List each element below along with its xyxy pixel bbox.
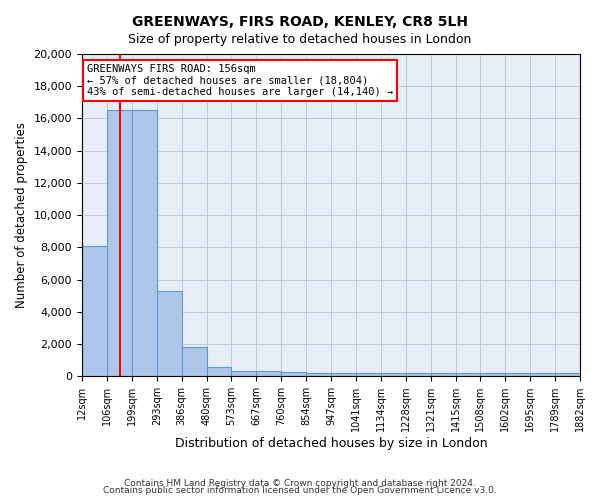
Bar <box>530 373 555 376</box>
Bar <box>481 373 505 376</box>
Text: GREENWAYS FIRS ROAD: 156sqm
← 57% of detached houses are smaller (18,804)
43% of: GREENWAYS FIRS ROAD: 156sqm ← 57% of det… <box>87 64 393 97</box>
Bar <box>132 110 157 376</box>
Text: Contains HM Land Registry data © Crown copyright and database right 2024.: Contains HM Land Registry data © Crown c… <box>124 478 476 488</box>
Bar <box>455 373 481 376</box>
Bar <box>555 373 580 376</box>
Text: Contains public sector information licensed under the Open Government Licence v3: Contains public sector information licen… <box>103 486 497 495</box>
Bar <box>256 372 281 376</box>
Bar <box>356 373 381 376</box>
Text: Size of property relative to detached houses in London: Size of property relative to detached ho… <box>128 32 472 46</box>
Bar <box>431 373 455 376</box>
Bar <box>82 246 107 376</box>
Bar <box>281 372 306 376</box>
Text: GREENWAYS, FIRS ROAD, KENLEY, CR8 5LH: GREENWAYS, FIRS ROAD, KENLEY, CR8 5LH <box>132 15 468 29</box>
Bar <box>157 291 182 376</box>
Bar <box>406 373 431 376</box>
Bar <box>381 373 406 376</box>
Bar <box>505 373 530 376</box>
Y-axis label: Number of detached properties: Number of detached properties <box>15 122 28 308</box>
Bar <box>206 366 232 376</box>
Bar <box>232 370 256 376</box>
Bar <box>107 110 132 376</box>
X-axis label: Distribution of detached houses by size in London: Distribution of detached houses by size … <box>175 437 487 450</box>
Bar <box>331 373 356 376</box>
Bar <box>182 347 206 376</box>
Bar <box>306 373 331 376</box>
